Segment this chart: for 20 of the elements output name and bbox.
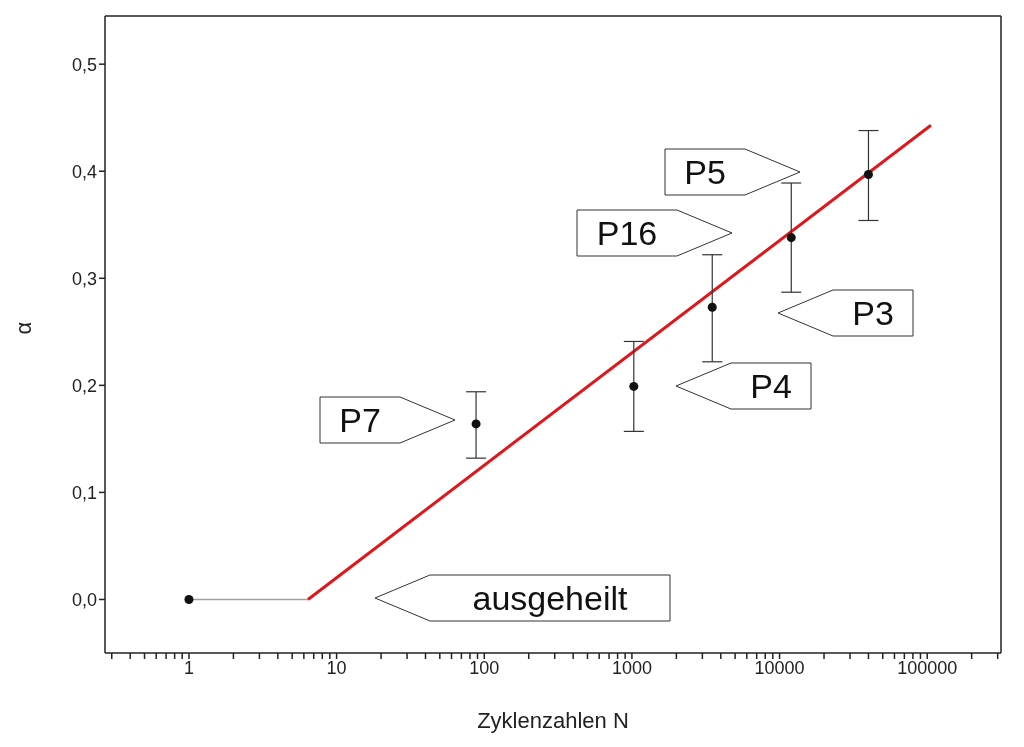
x-tick-label: 100	[469, 657, 500, 678]
annotation: ausgeheilt	[472, 579, 629, 617]
annotation: P5	[684, 153, 726, 191]
x-tick-label: 10000	[754, 657, 805, 678]
y-tick-label: 0,3	[71, 268, 97, 289]
y-tick-label: 0,4	[71, 161, 97, 182]
x-tick-label: 1	[183, 657, 194, 678]
annotation: P7	[339, 401, 381, 439]
y-tick-label: 0,2	[71, 375, 97, 396]
x-tick-label: 1000	[611, 657, 652, 678]
annotation: P3	[852, 294, 894, 332]
y-tick-label: 0,1	[71, 482, 97, 503]
x-tick-label: 100000	[897, 657, 958, 678]
x-tick-label: 10	[326, 657, 347, 678]
annotation: P4	[750, 367, 792, 405]
y-axis-title: α	[10, 321, 36, 335]
y-tick-label: 0,0	[71, 589, 97, 610]
annotation: P16	[596, 214, 658, 252]
y-tick-label: 0,5	[71, 54, 97, 75]
x-axis-title: Zyklenzahlen N	[477, 708, 629, 733]
